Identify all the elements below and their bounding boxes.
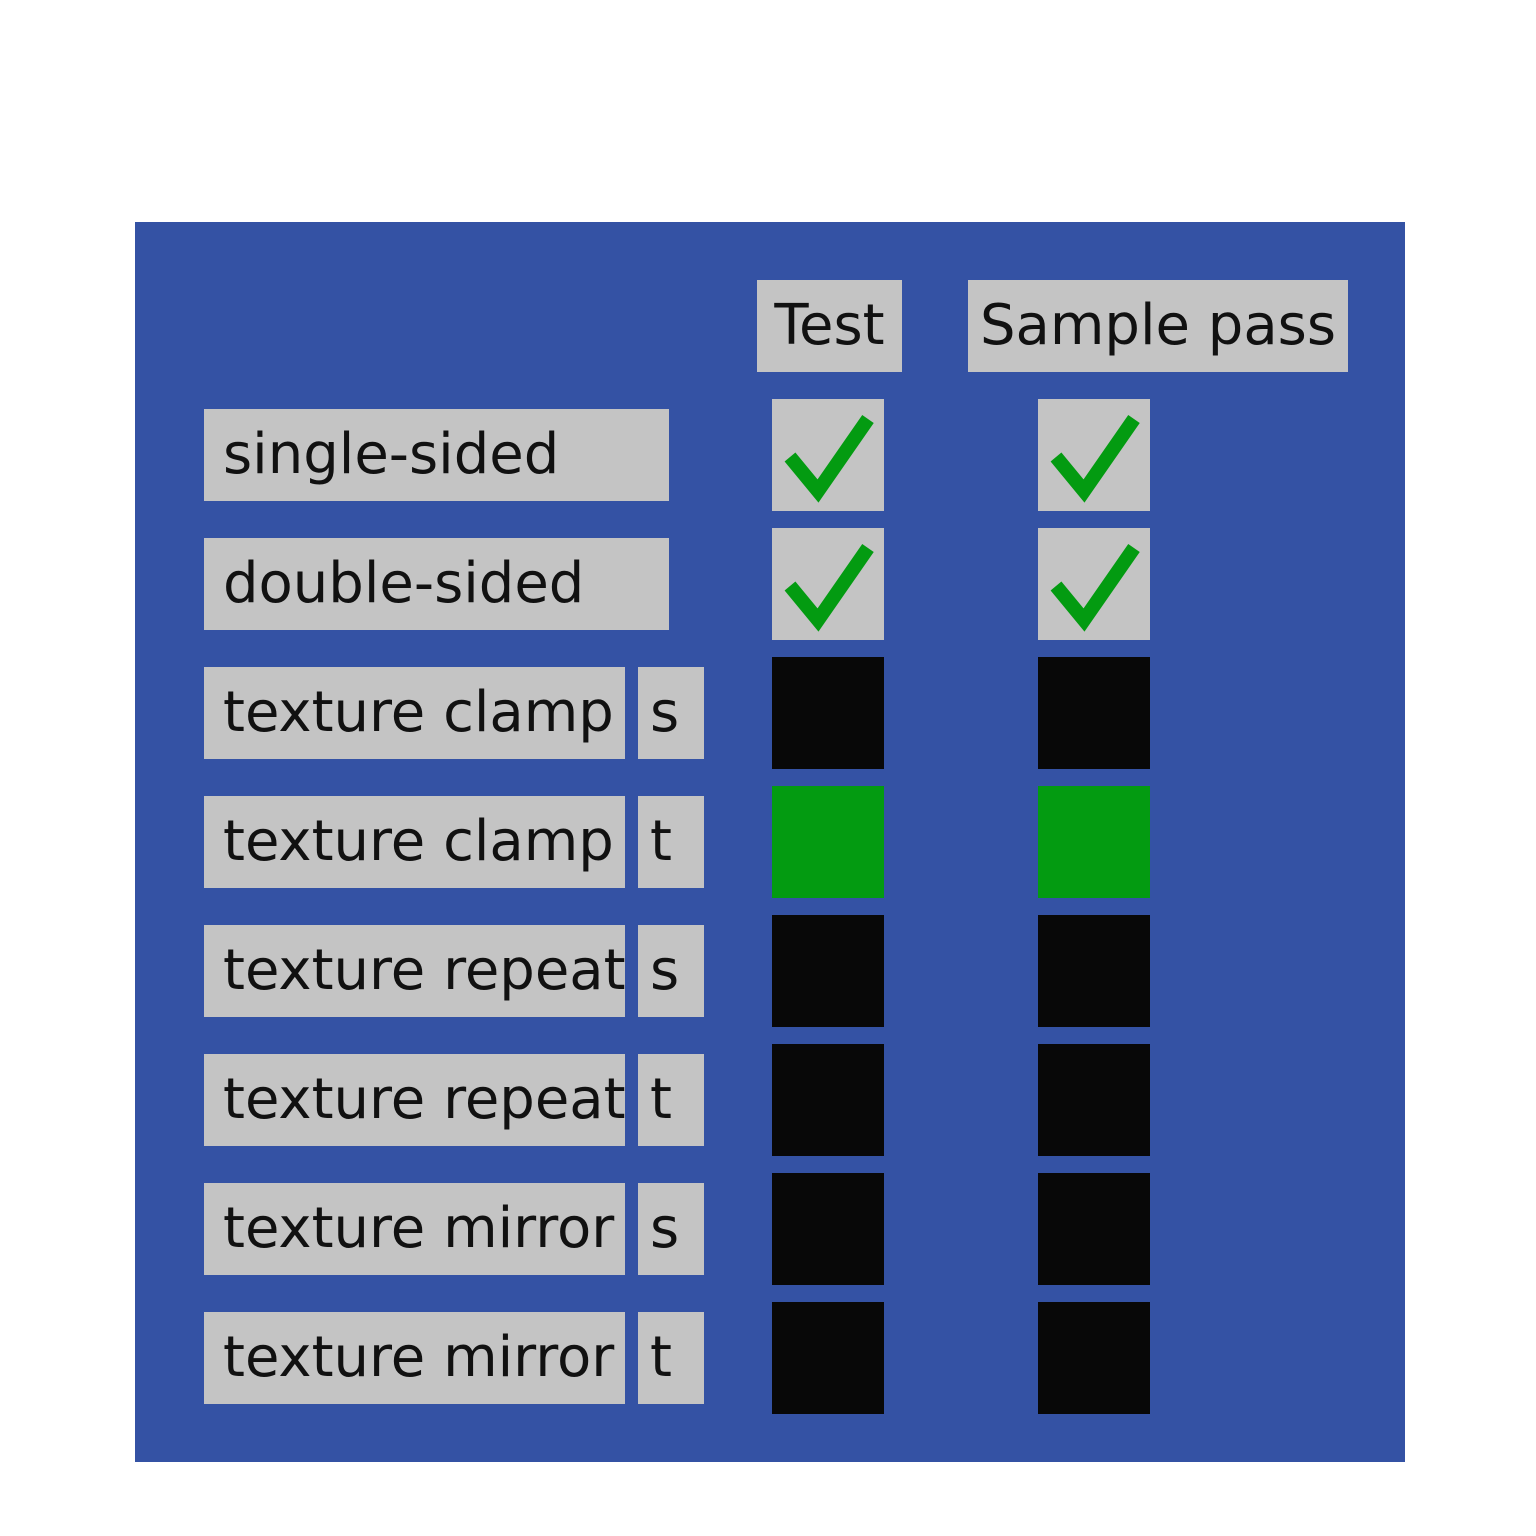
- row-axis: s: [638, 925, 704, 1017]
- table-row: texture repeat t: [0, 1044, 1536, 1156]
- check-icon: [1050, 415, 1140, 503]
- test-result-black: [772, 1044, 884, 1156]
- sample-result-black: [1038, 1302, 1150, 1414]
- row-label: texture clamp: [204, 667, 625, 759]
- row-axis: s: [638, 1183, 704, 1275]
- table-row: texture repeat s: [0, 915, 1536, 1027]
- table-row: texture clamp s: [0, 657, 1536, 769]
- row-label: texture mirror: [204, 1183, 625, 1275]
- sample-check-icon: [1038, 399, 1150, 511]
- row-axis: t: [638, 1054, 704, 1146]
- test-result-black: [772, 915, 884, 1027]
- test-result-black: [772, 1302, 884, 1414]
- sample-result-black: [1038, 915, 1150, 1027]
- row-axis: t: [638, 1312, 704, 1404]
- sample-result-black: [1038, 1044, 1150, 1156]
- row-label: texture repeat: [204, 925, 625, 1017]
- table-row: texture clamp t: [0, 786, 1536, 898]
- check-icon: [1050, 544, 1140, 632]
- header-test: Test: [757, 280, 902, 372]
- row-label: texture repeat: [204, 1054, 625, 1146]
- test-check-icon: [772, 399, 884, 511]
- sample-result-black: [1038, 1173, 1150, 1285]
- test-result-black: [772, 1173, 884, 1285]
- table-row: texture mirror t: [0, 1302, 1536, 1414]
- row-label: texture clamp: [204, 796, 625, 888]
- row-axis: t: [638, 796, 704, 888]
- table-row: texture mirror s: [0, 1173, 1536, 1285]
- table-row: double-sided: [0, 528, 1536, 640]
- test-check-icon: [772, 528, 884, 640]
- check-icon: [784, 415, 874, 503]
- test-result-green: [772, 786, 884, 898]
- check-icon: [784, 544, 874, 632]
- header-sample-pass: Sample pass: [968, 280, 1348, 372]
- row-label: double-sided: [204, 538, 669, 630]
- sample-result-green: [1038, 786, 1150, 898]
- sample-result-black: [1038, 657, 1150, 769]
- row-label: texture mirror: [204, 1312, 625, 1404]
- sample-check-icon: [1038, 528, 1150, 640]
- row-axis: s: [638, 667, 704, 759]
- test-result-black: [772, 657, 884, 769]
- row-label: single-sided: [204, 409, 669, 501]
- table-row: single-sided: [0, 399, 1536, 511]
